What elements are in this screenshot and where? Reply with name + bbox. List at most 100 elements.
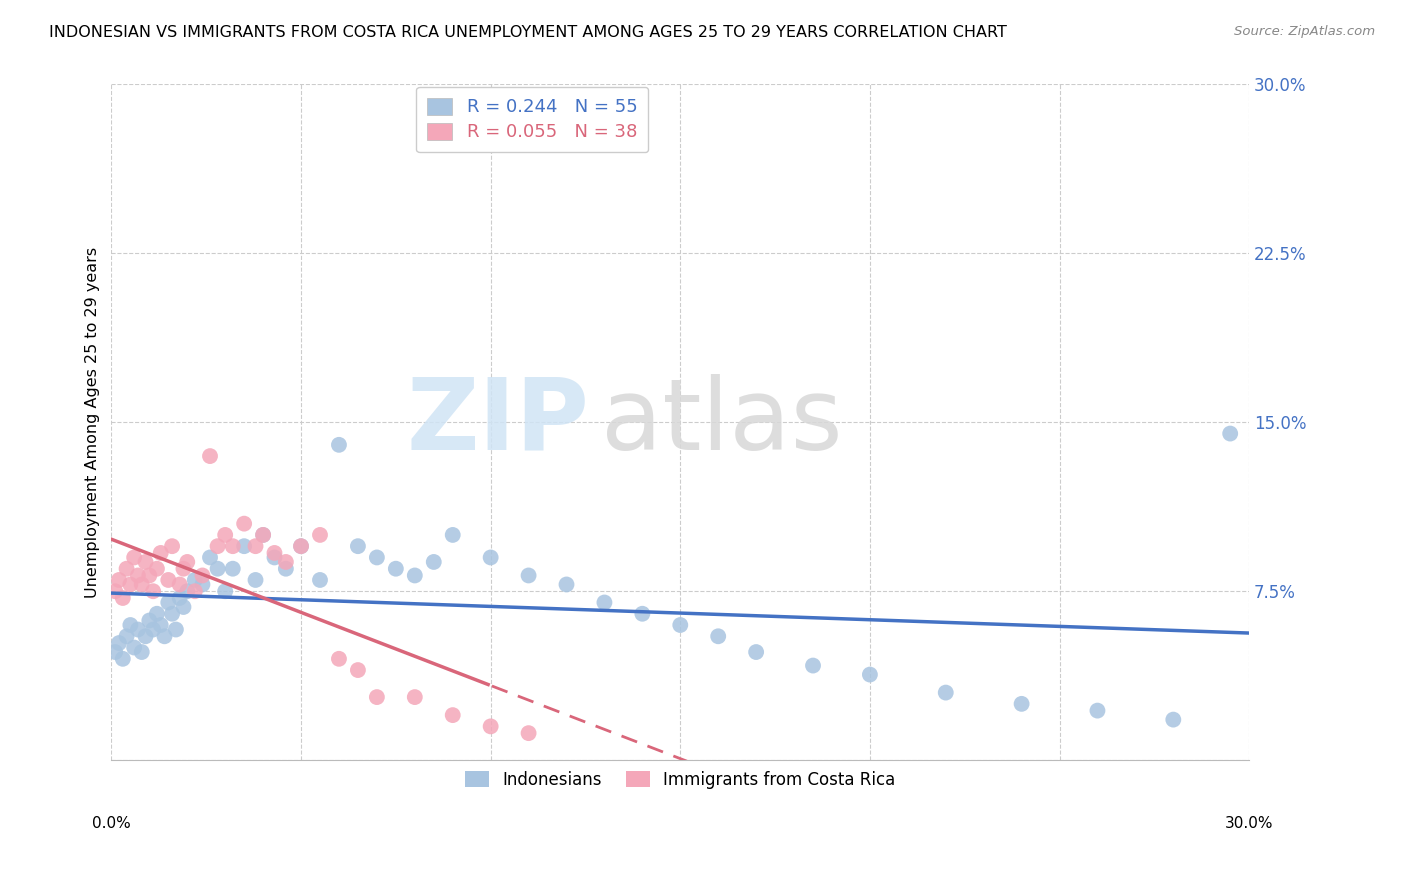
Point (157, 595, 180, 609)
Point (120, 577, 142, 591)
Point (198, 550, 221, 565)
Point (120, 618, 142, 632)
Point (328, 438, 350, 452)
Point (122, 550, 145, 565)
Point (191, 568, 214, 582)
Point (160, 607, 183, 621)
Point (347, 663, 370, 677)
Point (479, 719, 502, 733)
Point (1087, 704, 1109, 718)
Point (441, 528, 464, 542)
Y-axis label: Unemployment Among Ages 25 to 29 years: Unemployment Among Ages 25 to 29 years (86, 247, 100, 598)
Point (184, 573, 207, 587)
Point (935, 685, 957, 699)
Point (108, 636, 131, 650)
Point (1161, 713, 1184, 727)
Point (517, 726, 540, 740)
Text: Source: ZipAtlas.com: Source: ZipAtlas.com (1234, 25, 1375, 38)
Point (207, 562, 229, 576)
Point (745, 645, 768, 659)
Point (176, 584, 198, 599)
Point (263, 546, 285, 560)
Point (441, 708, 464, 723)
Point (142, 623, 165, 637)
Point (222, 562, 245, 576)
Point (214, 528, 236, 542)
Point (274, 562, 297, 576)
Point (593, 595, 616, 609)
Point (184, 584, 207, 599)
Point (191, 577, 214, 591)
Point (859, 667, 882, 681)
Point (479, 550, 502, 565)
Point (404, 568, 426, 582)
Point (290, 539, 312, 553)
Point (222, 539, 245, 553)
Point (366, 690, 388, 704)
Point (385, 562, 408, 576)
Point (127, 568, 149, 582)
Point (104, 645, 127, 659)
Text: atlas: atlas (600, 374, 842, 471)
Point (233, 539, 256, 553)
Point (423, 555, 446, 569)
Point (149, 618, 172, 632)
Point (198, 449, 221, 463)
Point (404, 690, 426, 704)
Text: ZIP: ZIP (406, 374, 589, 471)
Point (1011, 697, 1033, 711)
Point (146, 562, 169, 576)
Point (169, 591, 191, 605)
Point (157, 573, 180, 587)
Point (669, 618, 692, 632)
Point (517, 568, 540, 582)
Point (245, 539, 267, 553)
Point (149, 546, 172, 560)
Point (131, 577, 153, 591)
Point (142, 584, 165, 599)
Point (138, 614, 160, 628)
Point (115, 562, 138, 576)
Point (115, 629, 138, 643)
Point (172, 599, 194, 614)
Point (104, 584, 127, 599)
Point (707, 629, 730, 643)
Point (290, 539, 312, 553)
Legend: Indonesians, Immigrants from Costa Rica: Indonesians, Immigrants from Costa Rica (458, 764, 903, 796)
Point (347, 539, 370, 553)
Point (176, 555, 198, 569)
Point (146, 607, 169, 621)
Point (252, 528, 274, 542)
Point (263, 550, 285, 565)
Point (111, 652, 134, 666)
Point (1219, 426, 1241, 441)
Point (111, 591, 134, 605)
Point (631, 607, 654, 621)
Point (245, 573, 267, 587)
Text: 30.0%: 30.0% (1225, 816, 1274, 831)
Text: INDONESIAN VS IMMIGRANTS FROM COSTA RICA UNEMPLOYMENT AMONG AGES 25 TO 29 YEARS : INDONESIAN VS IMMIGRANTS FROM COSTA RICA… (49, 25, 1007, 40)
Point (165, 623, 187, 637)
Point (233, 516, 256, 531)
Point (801, 658, 824, 673)
Point (252, 528, 274, 542)
Point (309, 528, 332, 542)
Point (328, 652, 350, 666)
Point (122, 640, 145, 655)
Point (131, 645, 153, 659)
Point (135, 555, 157, 569)
Point (169, 577, 191, 591)
Point (138, 568, 160, 582)
Point (274, 555, 297, 569)
Point (135, 629, 157, 643)
Point (207, 539, 229, 553)
Point (366, 550, 388, 565)
Point (555, 577, 578, 591)
Point (153, 629, 176, 643)
Text: 0.0%: 0.0% (91, 816, 131, 831)
Point (160, 539, 183, 553)
Point (214, 584, 236, 599)
Point (309, 573, 332, 587)
Point (172, 562, 194, 576)
Point (127, 623, 149, 637)
